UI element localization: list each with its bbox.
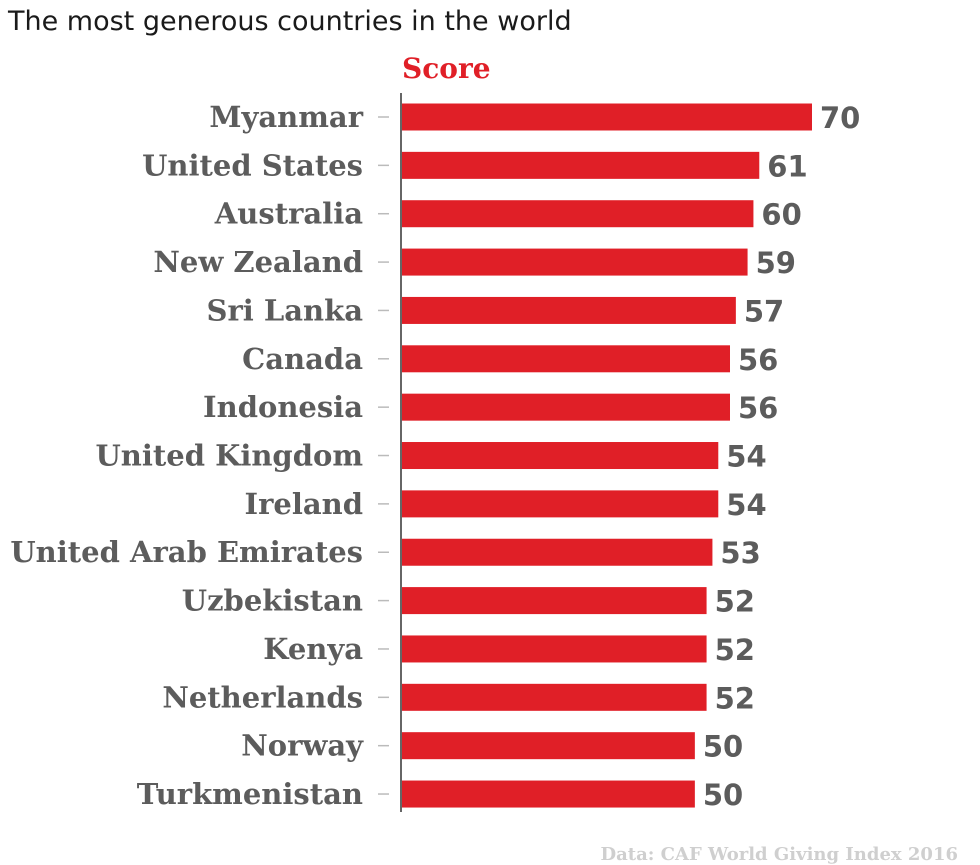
category-label: United Kingdom [96, 439, 364, 473]
value-label: 53 [720, 536, 760, 570]
category-label: Norway [241, 729, 364, 763]
value-label: 60 [761, 198, 801, 232]
bar [402, 587, 707, 615]
bar [402, 683, 707, 711]
category-label: Netherlands [162, 680, 363, 714]
bar [402, 345, 730, 373]
chart-title: The most generous countries in the world [8, 6, 572, 37]
value-label: 57 [744, 294, 784, 328]
category-label: Uzbekistan [182, 584, 363, 618]
bar [402, 200, 754, 228]
value-label: 56 [738, 343, 778, 377]
value-label: 52 [715, 633, 755, 667]
category-label: Indonesia [203, 390, 363, 424]
category-label: Australia [214, 197, 363, 231]
bar [402, 732, 695, 760]
value-label: 50 [703, 730, 743, 764]
bar [402, 248, 748, 276]
value-label: 54 [726, 440, 766, 474]
category-label: Kenya [263, 632, 363, 666]
category-label: Sri Lanka [207, 293, 364, 327]
category-label: Canada [242, 342, 363, 376]
source-label: Data: CAF World Giving Index 2016 [600, 844, 958, 865]
bar [402, 635, 707, 663]
bar [402, 393, 730, 421]
category-label: Ireland [245, 487, 363, 521]
value-label: 70 [820, 101, 860, 135]
value-label: 52 [715, 585, 755, 619]
bars-group: Myanmar 70 United States 61 Australia 60 New Z… [10, 100, 860, 812]
series-label: Score [402, 52, 491, 85]
bar [402, 538, 713, 566]
bar [402, 780, 695, 808]
category-label: New Zealand [153, 245, 363, 279]
category-label: Turkmenistan [137, 777, 363, 811]
value-label: 61 [767, 149, 807, 183]
category-label: United Arab Emirates [10, 535, 363, 569]
bar [402, 151, 760, 179]
value-label: 52 [715, 681, 755, 715]
bar [402, 490, 719, 518]
bar [402, 103, 812, 131]
value-label: 59 [756, 246, 796, 280]
category-label: United States [142, 148, 363, 182]
bar [402, 442, 719, 470]
value-label: 54 [726, 488, 766, 522]
category-label: Myanmar [209, 100, 363, 134]
value-label: 50 [703, 778, 743, 812]
value-label: 56 [738, 391, 778, 425]
bar [402, 296, 736, 324]
